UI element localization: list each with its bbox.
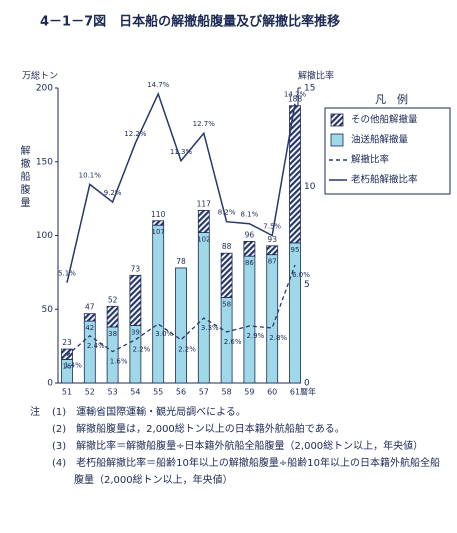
x-tick-label: 57 xyxy=(199,388,209,397)
total-label: 93 xyxy=(267,235,277,244)
y2-tick-label: 0 xyxy=(304,379,310,389)
total-label: 47 xyxy=(85,303,95,312)
chart-title: 4－1－7図 日本船の解撤船腹量及び解撤比率推移 xyxy=(40,14,340,30)
x-tick-label: 55 xyxy=(153,388,163,397)
bar-segment xyxy=(175,267,187,384)
legend-title: 凡 例 xyxy=(375,92,408,106)
legend-label: 解撤比率 xyxy=(351,154,390,166)
point-label: 2.8% xyxy=(269,334,287,342)
bar-segment xyxy=(220,252,233,298)
total-label: 96 xyxy=(245,230,255,239)
x-tick-label: 59 xyxy=(244,388,254,397)
point-label: 2.4% xyxy=(87,342,105,350)
x-tick-label: 58 xyxy=(222,388,232,397)
bar-segment xyxy=(129,274,142,326)
point-label: 14.7% xyxy=(147,81,170,89)
total-label: 52 xyxy=(108,295,118,304)
note: (1) 運輸省国際運輸・観光局調べによる。 xyxy=(52,407,246,418)
point-label: 7.5% xyxy=(263,223,281,231)
bar-segment xyxy=(152,224,165,384)
point-label: 3.0% xyxy=(155,330,173,338)
point-label: 10.1% xyxy=(79,171,102,179)
total-label: 23 xyxy=(62,338,72,347)
bar-segment xyxy=(197,210,210,233)
total-label: 78 xyxy=(176,257,186,266)
point-label: 6.0% xyxy=(292,271,310,279)
bar-segment xyxy=(243,255,256,384)
legend-label: 老朽船解撤比率 xyxy=(351,174,418,186)
bar-value-label: 102 xyxy=(197,236,210,244)
point-label: 2.9% xyxy=(247,332,265,340)
bar-segment xyxy=(152,220,165,226)
bar-segment xyxy=(266,245,279,256)
x-tick-label: 52 xyxy=(85,388,95,397)
y-unit: 万総トン xyxy=(22,70,58,82)
point-label: 9.2% xyxy=(104,189,122,197)
point-label: 5.1% xyxy=(58,270,76,278)
note: (2) 解撤船腹量は，2,000総トン以上の日本籍外航船舶である。 xyxy=(52,424,345,435)
point-label: 12.7% xyxy=(193,120,216,128)
bar-segment xyxy=(243,240,256,257)
y-tick-label: 150 xyxy=(36,157,53,167)
point-label: 11.3% xyxy=(170,148,193,156)
bar-value-label: 16 xyxy=(63,362,72,370)
y-tick-label: 200 xyxy=(36,84,53,94)
note: (3) 解撤比率＝解撤船腹量÷日本籍外航船全船腹量（2,000総トン以上，年央値… xyxy=(52,441,424,452)
point-label: 2.2% xyxy=(178,346,196,354)
y2-tick-label: 10 xyxy=(304,182,316,192)
y-axis-title: 解撤船腹量 xyxy=(18,144,30,210)
bar-value-label: 86 xyxy=(245,259,254,267)
point-label: 8.1% xyxy=(241,211,259,219)
bar-segment xyxy=(197,232,210,384)
point-label: 1.4% xyxy=(64,361,82,369)
chart: 4－1－7図 日本船の解撤船腹量及び解撤比率推移 万総トン 解撤船腹量 解撤比率… xyxy=(18,14,451,397)
legend-label: 油送船解撤量 xyxy=(351,134,409,146)
total-label: 117 xyxy=(197,199,212,208)
legend-label: その他船解撤量 xyxy=(351,114,418,126)
y2-tick-label: 5 xyxy=(304,280,310,290)
legend-swatch xyxy=(330,133,344,147)
line xyxy=(66,91,296,283)
bar-value-label: 58 xyxy=(222,300,231,308)
total-label: 110 xyxy=(151,210,166,219)
notes-label: 注 xyxy=(30,407,40,418)
total-label: 73 xyxy=(131,264,141,273)
notes: 注 (1) 運輸省国際運輸・観光局調べによる。 (2) 解撤船腹量は，2,000総… xyxy=(30,404,445,489)
x-tick-label: 53 xyxy=(108,388,118,397)
y-tick-label: 100 xyxy=(36,231,53,241)
point-label: 1.6% xyxy=(110,358,128,366)
point-label: 14.2% xyxy=(284,91,307,99)
y-tick-label: 50 xyxy=(42,305,54,315)
y2-axis-title: 解撤比率 xyxy=(298,70,334,82)
legend-swatch xyxy=(330,113,344,127)
x-tick-label: 60 xyxy=(267,388,277,397)
total-label: 188 xyxy=(288,95,303,104)
bar-value-label: 87 xyxy=(268,258,277,266)
bar-value-label: 42 xyxy=(85,324,94,332)
total-label: 88 xyxy=(222,242,232,251)
point-label: 8.2% xyxy=(218,209,236,217)
bar-segment xyxy=(83,313,96,322)
point-label: 2.6% xyxy=(224,338,242,346)
x-tick-label: 51 xyxy=(62,388,72,397)
point-label: 3.3% xyxy=(201,324,219,332)
x-tick-label: 61 xyxy=(290,388,300,397)
bar-value-label: 95 xyxy=(291,246,300,254)
note: (4) 老朽船解撤比率＝船齢10年以上の解撤船腹量÷船齢10年以上の日本籍外航船… xyxy=(52,458,440,486)
y-tick-label: 0 xyxy=(47,379,53,389)
x-tick-label: 56 xyxy=(176,388,186,397)
bar-segment xyxy=(61,348,73,360)
bar-value-label: 107 xyxy=(152,228,165,236)
x-tick-label: 54 xyxy=(130,388,140,397)
bar-segment xyxy=(106,305,119,328)
bar-segment xyxy=(289,242,301,384)
x-axis-title: 暦年 xyxy=(300,387,316,397)
bar-value-label: 38 xyxy=(108,330,117,338)
point-label: 12.2% xyxy=(124,130,147,138)
bar-value-label: 39 xyxy=(131,328,140,336)
point-label: 2.2% xyxy=(133,346,151,354)
y2-tick-label: 15 xyxy=(304,84,315,94)
